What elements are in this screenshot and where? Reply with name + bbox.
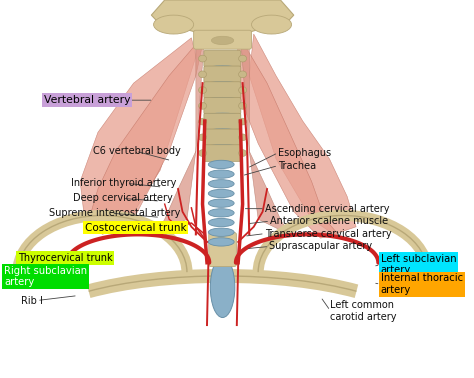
Ellipse shape [238, 118, 246, 125]
Text: Deep cervical artery: Deep cervical artery [73, 194, 173, 203]
Ellipse shape [199, 71, 207, 78]
Text: Anterior scalene muscle: Anterior scalene muscle [270, 216, 388, 226]
Ellipse shape [199, 55, 207, 62]
Ellipse shape [238, 134, 246, 141]
Polygon shape [151, 0, 294, 34]
Ellipse shape [207, 129, 238, 133]
FancyBboxPatch shape [204, 82, 241, 98]
Text: Vertebral artery: Vertebral artery [44, 95, 130, 105]
Text: Esophagus: Esophagus [278, 148, 331, 158]
Ellipse shape [209, 170, 234, 178]
FancyBboxPatch shape [204, 145, 241, 161]
Text: Transverse cervical artery: Transverse cervical artery [265, 229, 392, 239]
Ellipse shape [209, 228, 234, 236]
Ellipse shape [207, 82, 238, 86]
Ellipse shape [199, 150, 207, 156]
Polygon shape [240, 34, 289, 234]
FancyBboxPatch shape [204, 113, 241, 130]
Ellipse shape [207, 97, 238, 102]
Ellipse shape [209, 160, 234, 169]
Text: Suprascapular artery: Suprascapular artery [269, 242, 373, 251]
FancyBboxPatch shape [209, 232, 237, 266]
Ellipse shape [209, 199, 234, 207]
Polygon shape [89, 34, 205, 234]
Ellipse shape [252, 15, 292, 34]
Ellipse shape [207, 113, 238, 118]
FancyBboxPatch shape [204, 98, 241, 114]
Ellipse shape [238, 102, 246, 109]
Ellipse shape [238, 150, 246, 156]
Ellipse shape [211, 36, 234, 45]
Ellipse shape [154, 15, 194, 34]
Text: Internal thoracic
artery: Internal thoracic artery [381, 273, 463, 295]
Ellipse shape [210, 257, 235, 318]
Text: Rib I: Rib I [21, 296, 43, 305]
Ellipse shape [207, 144, 238, 149]
Ellipse shape [199, 102, 207, 109]
Ellipse shape [209, 238, 234, 246]
Ellipse shape [209, 209, 234, 217]
Polygon shape [80, 38, 196, 234]
Text: Inferior thyroid artery: Inferior thyroid artery [71, 178, 177, 188]
FancyBboxPatch shape [204, 50, 241, 67]
Text: Left subclavian
artery: Left subclavian artery [381, 254, 456, 276]
Text: Right subclavian
artery: Right subclavian artery [4, 266, 87, 288]
Ellipse shape [238, 55, 246, 62]
Ellipse shape [238, 87, 246, 93]
Polygon shape [249, 34, 356, 234]
FancyBboxPatch shape [194, 30, 252, 49]
Text: Thyrocervical trunk: Thyrocervical trunk [18, 253, 112, 263]
FancyBboxPatch shape [204, 66, 241, 83]
Ellipse shape [199, 134, 207, 141]
Polygon shape [231, 38, 338, 238]
Ellipse shape [209, 218, 234, 227]
Ellipse shape [209, 189, 234, 198]
Text: Ascending cervical artery: Ascending cervical artery [265, 204, 389, 214]
Text: Costocervical trunk: Costocervical trunk [84, 223, 186, 232]
Ellipse shape [199, 87, 207, 93]
FancyBboxPatch shape [204, 129, 241, 146]
Ellipse shape [209, 180, 234, 188]
Text: C6 vertebral body: C6 vertebral body [93, 146, 181, 156]
Text: Trachea: Trachea [278, 161, 316, 170]
Ellipse shape [238, 71, 246, 78]
Polygon shape [156, 34, 205, 234]
Text: Left common
carotid artery: Left common carotid artery [330, 300, 397, 322]
Text: Supreme intercostal artery: Supreme intercostal artery [49, 208, 180, 218]
Ellipse shape [207, 66, 238, 70]
Ellipse shape [199, 118, 207, 125]
